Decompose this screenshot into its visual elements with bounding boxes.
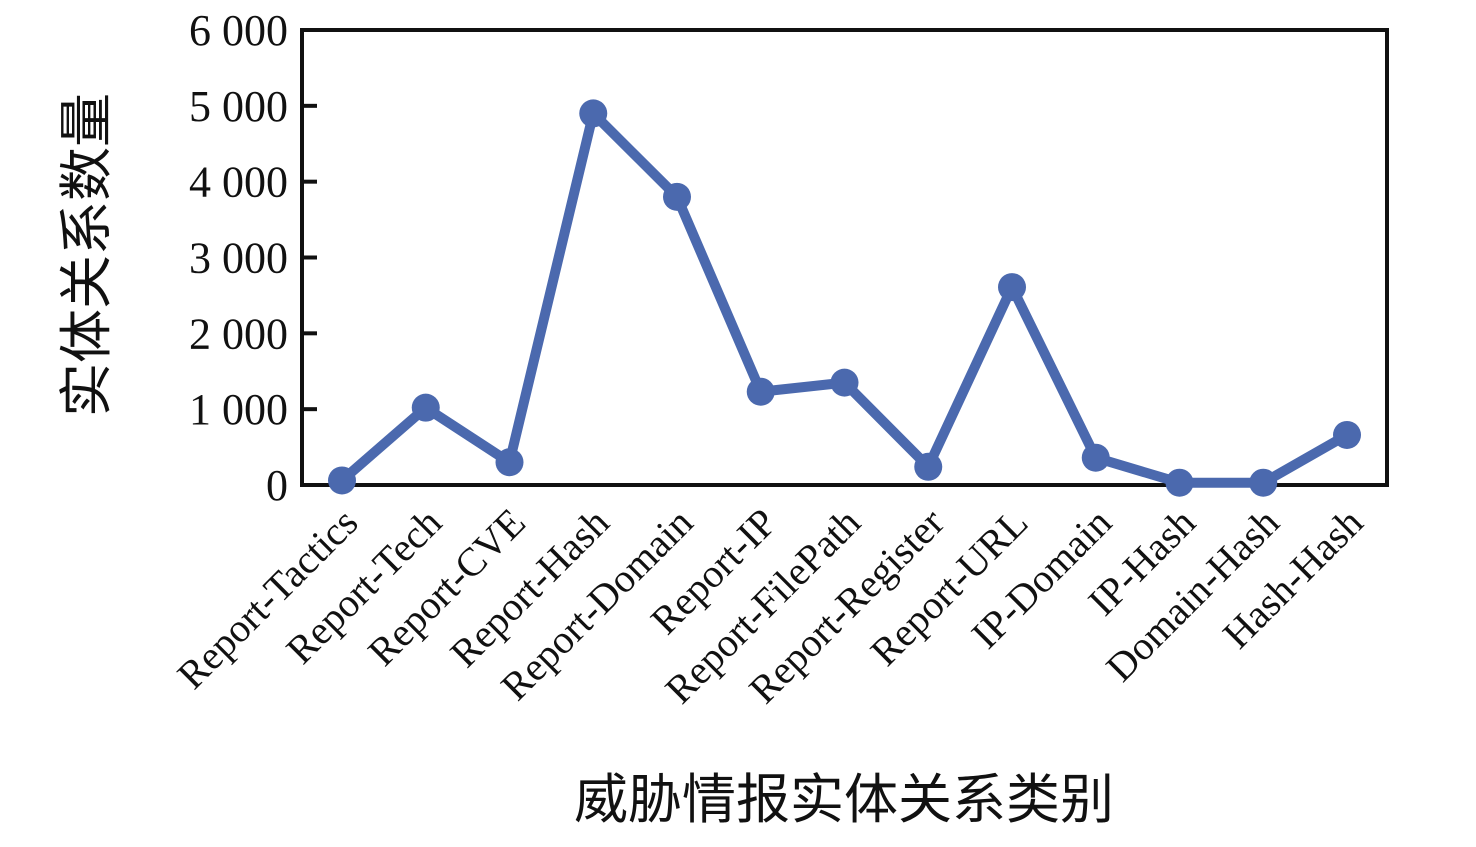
data-point-Report-URL [998,273,1026,302]
data-point-IP-Domain [1081,443,1110,472]
data-point-Report-Tech [411,393,440,422]
y-tick-label: 6 000 [189,6,288,55]
data-point-Report-FilePath [830,368,859,397]
y-axis-tick-labels: 0 1 000 2 000 3 000 4 000 5 000 6 000 [189,6,288,510]
data-point-Report-Domain [663,182,691,211]
data-point-Report-CVE [495,448,524,477]
y-tick-label: 5 000 [189,82,288,131]
data-line [338,108,1350,488]
plot-area-frame [300,28,1389,487]
y-tick-label: 4 000 [189,158,288,207]
data-point-IP-Hash [1165,468,1194,497]
x-axis-tick-labels: Report-TacticsReport-TechReport-CVERepor… [168,500,1371,713]
data-point-Hash-Hash [1333,420,1361,449]
data-series [328,99,1361,497]
x-axis-title: 威胁情报实体关系类别 [574,770,1114,830]
y-axis-ticks [302,28,317,487]
y-tick-label: 3 000 [189,234,288,283]
data-point-Report-Register [914,452,943,481]
y-axis-title: 实体关系数量 [57,93,117,417]
data-point-Report-Hash [579,99,608,128]
y-tick-label: 2 000 [189,309,288,358]
data-point-Report-Tactics [328,466,356,495]
y-tick-label: 0 [266,461,288,510]
data-point-Report-IP [746,377,775,406]
data-point-Domain-Hash [1249,468,1278,497]
y-tick-label: 1 000 [189,385,288,434]
